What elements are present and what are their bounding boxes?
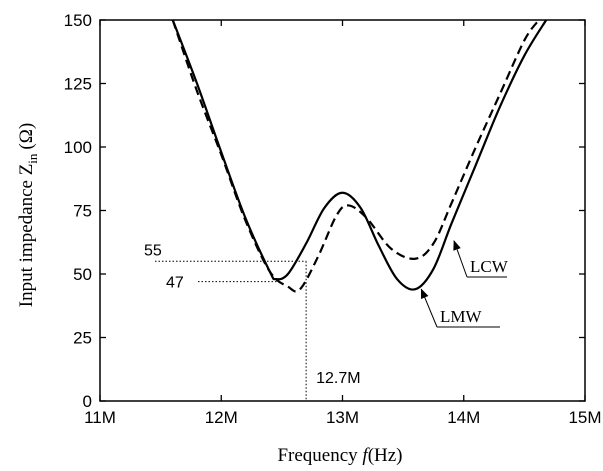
y-tick-label: 125 <box>64 75 92 94</box>
y-axis-label-sub: in <box>25 153 40 164</box>
x-axis-label-unit: (Hz) <box>368 445 403 466</box>
x-tick-label: 14M <box>447 408 480 427</box>
x-tick-label: 15M <box>568 408 601 427</box>
y-tick-label: 0 <box>83 392 92 411</box>
y-tick-label: 100 <box>64 138 92 157</box>
x-tick-label: 13M <box>326 408 359 427</box>
x-axis-label-main: Frequency <box>277 445 362 466</box>
series-line-lmw <box>171 19 548 291</box>
x-tick-label: 11M <box>84 408 116 427</box>
legend-label-lcw: LCW <box>470 257 509 276</box>
y-tick-label: 25 <box>73 329 92 348</box>
legend-arrow-lmw <box>420 288 438 328</box>
annotation-12-7m: 12.7M <box>316 370 360 387</box>
y-axis-label-main: Input impedance Z <box>16 164 37 308</box>
x-axis-label-var: f <box>362 445 370 466</box>
legend-arrow-lcw <box>453 240 468 278</box>
x-tick-label: 12M <box>205 408 238 427</box>
y-tick-label: 75 <box>73 202 92 221</box>
y-tick-label: 150 <box>64 11 92 30</box>
ticks-layer: 11M 12M 13M 14M 15M 0 25 50 75 100 125 150 <box>64 11 602 427</box>
y-axis-label-unit: (Ω) <box>16 123 37 150</box>
y-tick-label: 50 <box>73 265 92 284</box>
annotation-55: 55 <box>144 242 162 259</box>
annotation-47: 47 <box>166 275 184 292</box>
y-axis-label: Input impedance Zin (Ω) <box>16 123 40 307</box>
x-axis-label: Frequency f(Hz) <box>277 445 402 466</box>
series-line-lcw <box>171 19 540 293</box>
legend-layer: LCW LMW <box>420 240 509 328</box>
legend-label-lmw: LMW <box>440 307 483 326</box>
series-layer <box>171 19 548 293</box>
plot-frame <box>99 19 586 402</box>
